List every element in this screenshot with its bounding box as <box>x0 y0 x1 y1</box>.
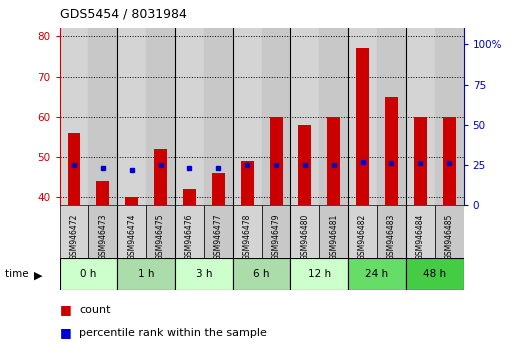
Text: 3 h: 3 h <box>196 269 212 279</box>
Bar <box>175 258 233 290</box>
Text: GSM946472: GSM946472 <box>69 213 79 260</box>
Bar <box>298 125 311 205</box>
Text: GSM946484: GSM946484 <box>416 213 425 260</box>
Text: 1 h: 1 h <box>138 269 154 279</box>
Text: GSM946476: GSM946476 <box>185 213 194 260</box>
Text: 0 h: 0 h <box>80 269 97 279</box>
Bar <box>348 205 377 258</box>
Bar <box>406 258 464 290</box>
Bar <box>348 258 406 290</box>
Bar <box>175 28 204 205</box>
Text: 6 h: 6 h <box>253 269 270 279</box>
Text: 24 h: 24 h <box>366 269 388 279</box>
Bar <box>377 205 406 258</box>
Bar <box>241 161 254 205</box>
Bar <box>435 205 464 258</box>
Bar <box>414 117 427 205</box>
Text: GSM946474: GSM946474 <box>127 213 136 260</box>
Bar <box>204 205 233 258</box>
Text: ▶: ▶ <box>34 270 42 280</box>
Bar <box>319 205 348 258</box>
Text: GSM946481: GSM946481 <box>329 213 338 259</box>
Bar <box>356 48 369 205</box>
Bar <box>96 181 109 205</box>
Bar <box>175 205 204 258</box>
Bar <box>67 133 80 205</box>
Text: GSM946477: GSM946477 <box>214 213 223 260</box>
Bar <box>269 117 282 205</box>
Bar <box>60 258 117 290</box>
Bar <box>262 28 291 205</box>
Bar <box>89 28 117 205</box>
Text: GSM946479: GSM946479 <box>271 213 281 260</box>
Bar <box>406 28 435 205</box>
Text: GSM946478: GSM946478 <box>242 213 252 260</box>
Bar <box>233 28 262 205</box>
Text: ■: ■ <box>60 326 75 339</box>
Bar <box>89 205 117 258</box>
Bar <box>117 205 146 258</box>
Text: GSM946485: GSM946485 <box>444 213 454 260</box>
Bar <box>212 173 225 205</box>
Bar <box>233 258 291 290</box>
Bar <box>117 258 175 290</box>
Bar <box>233 205 262 258</box>
Bar <box>291 28 319 205</box>
Bar <box>125 197 138 205</box>
Text: 48 h: 48 h <box>423 269 447 279</box>
Bar <box>291 205 319 258</box>
Text: 12 h: 12 h <box>308 269 331 279</box>
Bar <box>60 28 89 205</box>
Text: GSM946480: GSM946480 <box>300 213 309 260</box>
Bar <box>385 97 398 205</box>
Bar <box>406 205 435 258</box>
Bar <box>117 28 146 205</box>
Bar <box>319 28 348 205</box>
Text: time: time <box>5 269 32 279</box>
Text: count: count <box>79 305 111 315</box>
Bar <box>291 258 348 290</box>
Bar <box>348 28 377 205</box>
Text: GSM946475: GSM946475 <box>156 213 165 260</box>
Text: GSM946482: GSM946482 <box>358 213 367 259</box>
Bar <box>146 205 175 258</box>
Text: GSM946473: GSM946473 <box>98 213 107 260</box>
Text: GSM946483: GSM946483 <box>387 213 396 260</box>
Bar <box>204 28 233 205</box>
Bar <box>154 149 167 205</box>
Bar <box>435 28 464 205</box>
Bar <box>183 189 196 205</box>
Bar <box>262 205 291 258</box>
Bar <box>60 205 89 258</box>
Bar <box>146 28 175 205</box>
Bar <box>443 117 456 205</box>
Text: ■: ■ <box>60 303 75 316</box>
Bar <box>377 28 406 205</box>
Text: GDS5454 / 8031984: GDS5454 / 8031984 <box>60 8 186 21</box>
Text: percentile rank within the sample: percentile rank within the sample <box>79 328 267 338</box>
Bar <box>327 117 340 205</box>
